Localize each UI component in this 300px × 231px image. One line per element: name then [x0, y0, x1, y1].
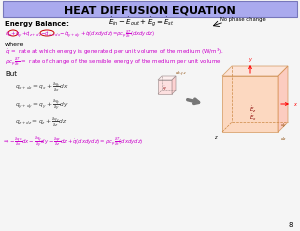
Text: $y$: $y$	[248, 56, 253, 64]
Text: $\dot{q}$ =  rate at which energy is generated per unit volume of the medium (W/: $\dot{q}$ = rate at which energy is gene…	[5, 47, 224, 57]
Text: $\dot{E}_z$: $\dot{E}_z$	[249, 104, 257, 115]
Text: HEAT DIFFUSION EQUATION: HEAT DIFFUSION EQUATION	[64, 6, 236, 15]
Text: $\rho c_p\frac{\partial T}{\partial t}$ =  rate of change of the sensible energy: $\rho c_p\frac{\partial T}{\partial t}$ …	[5, 55, 222, 68]
Text: $q_{z+dz} = q_z + \frac{\partial q_z}{\partial z}dz$: $q_{z+dz} = q_z + \frac{\partial q_z}{\p…	[15, 115, 67, 128]
Text: $\dot{q}$: $\dot{q}$	[162, 85, 166, 93]
Text: $\Rightarrow -\frac{\partial q_x}{\partial x}dx - \frac{\partial q_y}{\partial y: $\Rightarrow -\frac{\partial q_x}{\parti…	[2, 135, 144, 148]
Text: Energy Balance:: Energy Balance:	[5, 21, 69, 27]
Text: $x$: $x$	[293, 101, 298, 108]
Text: $q_{y+dy} = q_y + \frac{\partial q_y}{\partial y}dy$: $q_{y+dy} = q_y + \frac{\partial q_y}{\p…	[15, 97, 69, 112]
Text: 8: 8	[289, 221, 293, 227]
Polygon shape	[278, 67, 288, 132]
Text: $\dot{E}_{in} - \dot{E}_{out} + \dot{E}_g = \dot{E}_{st}$: $\dot{E}_{in} - \dot{E}_{out} + \dot{E}_…	[108, 16, 175, 30]
Text: $dx$: $dx$	[280, 134, 287, 141]
Text: But: But	[5, 71, 17, 77]
Polygon shape	[172, 77, 176, 94]
Text: $d_{x,y,z}$: $d_{x,y,z}$	[175, 68, 187, 77]
FancyBboxPatch shape	[3, 2, 297, 18]
Polygon shape	[222, 67, 288, 77]
Text: $\dot{q}_x\!+\!\dot{q}_y\!+\!\dot{q}_{z+dz}\!-\!\dot{q}_{x+dx}\!-\!\dot{q}_{y+dy: $\dot{q}_x\!+\!\dot{q}_y\!+\!\dot{q}_{z+…	[5, 28, 155, 40]
Polygon shape	[158, 77, 176, 81]
Polygon shape	[158, 81, 172, 94]
Text: where: where	[5, 41, 24, 46]
Polygon shape	[222, 77, 278, 132]
Text: $\dot{E}_x$: $\dot{E}_x$	[249, 112, 257, 123]
Text: No phase change: No phase change	[220, 17, 266, 22]
Text: $dy$: $dy$	[280, 121, 287, 128]
Text: $z$: $z$	[214, 134, 219, 140]
Text: $q_{x+dx} = q_x + \frac{\partial q_x}{\partial x}dx$: $q_{x+dx} = q_x + \frac{\partial q_x}{\p…	[15, 80, 69, 93]
